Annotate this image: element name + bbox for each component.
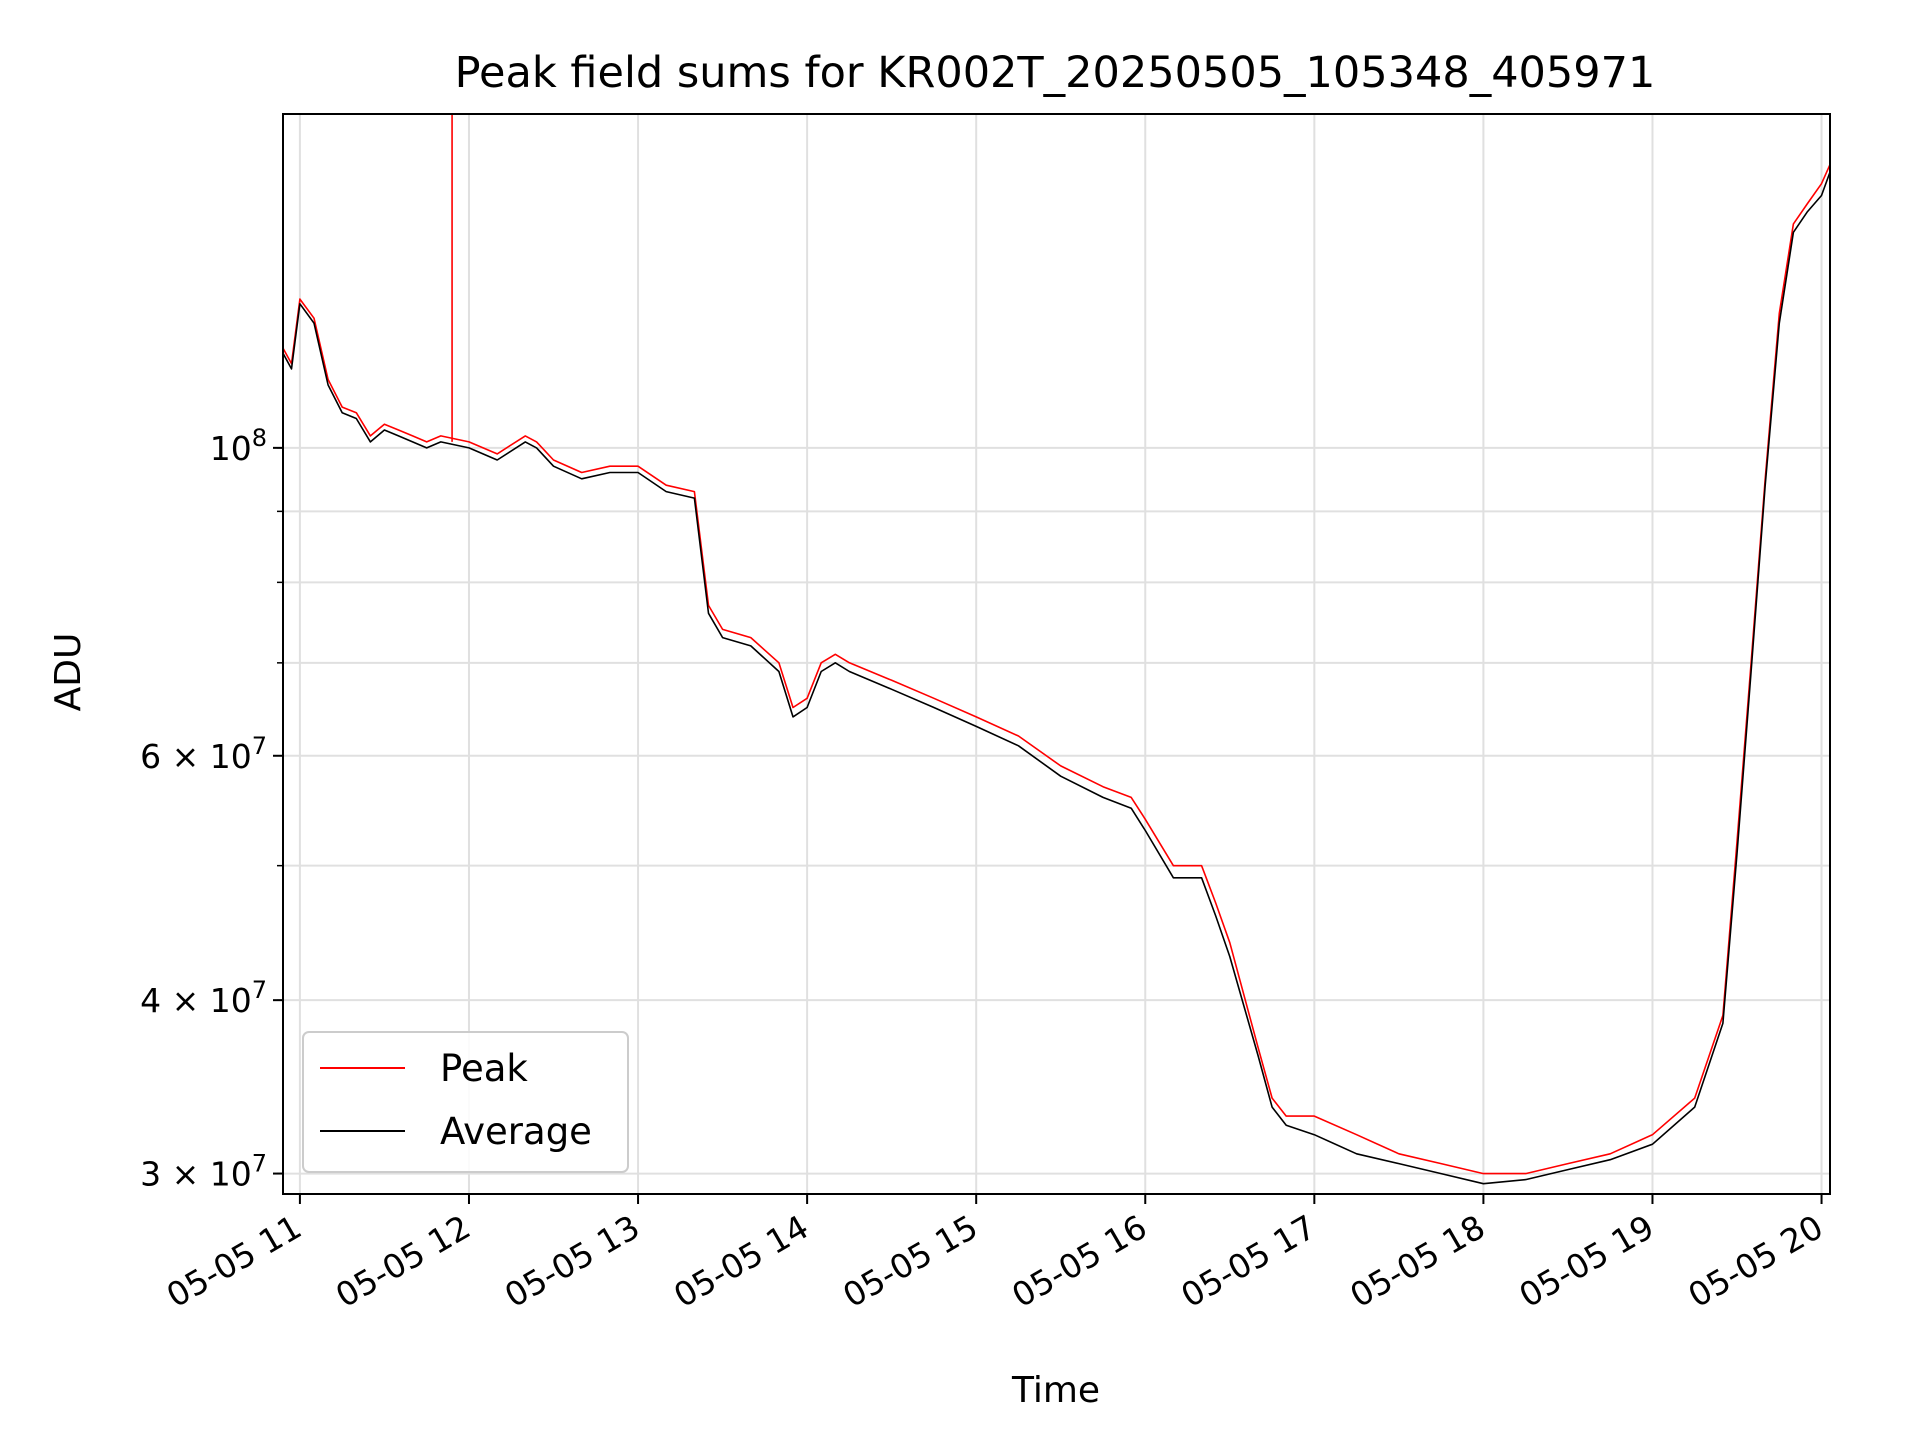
x-axis-title: Time (1011, 1370, 1100, 1411)
legend: Peak Average (302, 1031, 629, 1173)
y-tick-label: 108 (210, 424, 267, 468)
series-lines (282, 114, 1831, 1185)
plot-frame (282, 113, 1831, 1195)
grid-lines (283, 114, 1830, 1194)
y-axis-title: ADU (48, 633, 89, 712)
y-tick-label: 4 × 107 (140, 976, 267, 1020)
legend-peak-label: Peak (440, 1047, 528, 1090)
chart-title: Peak field sums for KR002T_20250505_1053… (455, 48, 1656, 98)
y-tick-label: 6 × 107 (140, 732, 267, 776)
legend-average-label: Average (440, 1110, 592, 1153)
y-tick-label: 3 × 107 (140, 1150, 267, 1194)
series-line-peak (282, 164, 1831, 1175)
series-line-average (282, 171, 1831, 1185)
